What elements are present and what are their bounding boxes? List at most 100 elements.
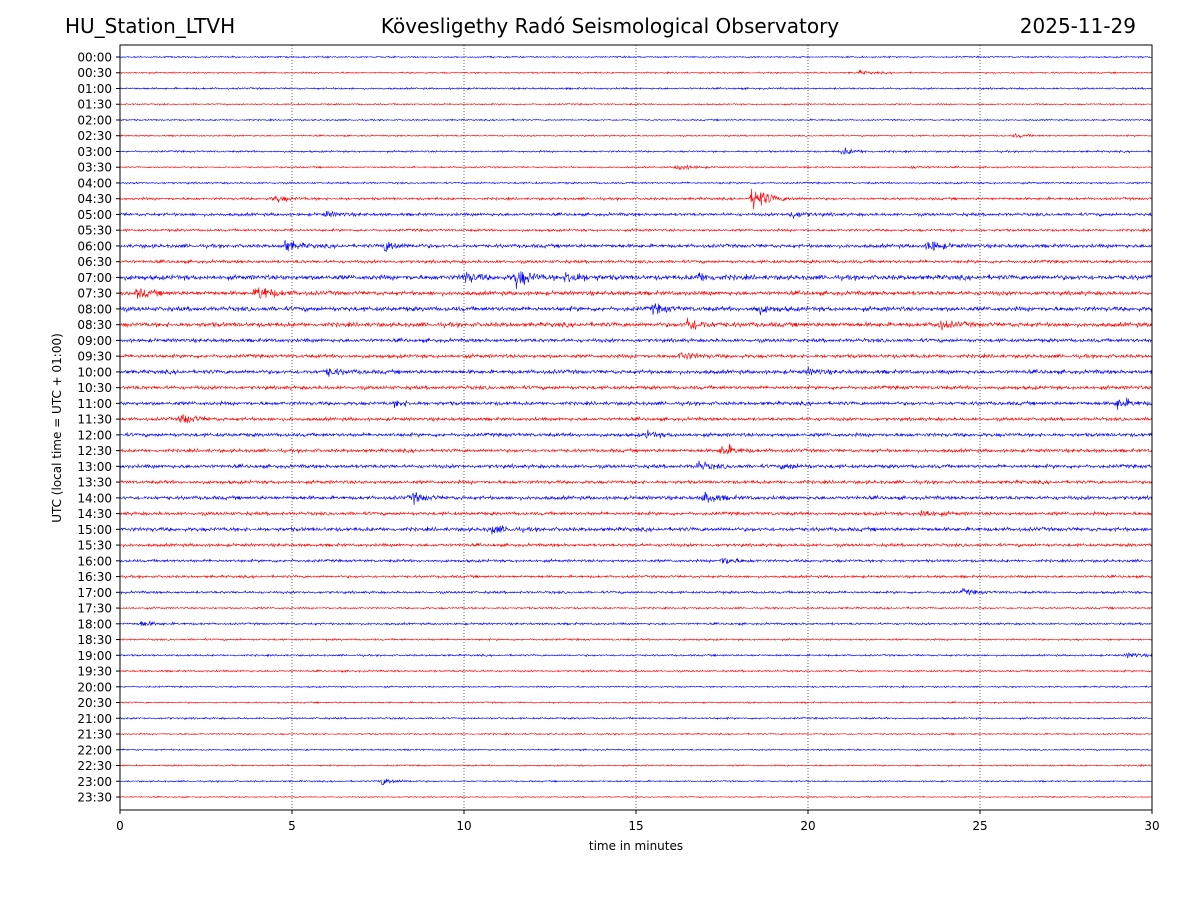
trace-1130 (119, 414, 1153, 424)
y-tick-label: 06:00 (77, 239, 112, 253)
trace-0530 (119, 227, 1153, 233)
trace-2100 (119, 716, 1153, 721)
y-tick-label: 16:00 (77, 554, 112, 568)
y-tick-label: 22:30 (77, 759, 112, 773)
trace-0430 (120, 188, 1153, 210)
x-tick-label: 25 (972, 819, 987, 833)
y-tick-label: 14:30 (77, 507, 112, 521)
trace-1000 (119, 366, 1153, 377)
trace-1500 (119, 525, 1153, 535)
y-tick-label: 08:30 (77, 318, 112, 332)
trace-1900 (119, 652, 1153, 659)
y-tick-label: 08:00 (77, 302, 112, 316)
y-tick-label: 06:30 (77, 255, 112, 269)
trace-1700 (119, 588, 1153, 596)
trace-0730 (120, 287, 1153, 299)
x-tick-label: 10 (456, 819, 471, 833)
y-tick-label: 11:00 (77, 397, 112, 411)
y-tick-label: 04:30 (77, 192, 112, 206)
y-tick-label: 23:00 (77, 775, 112, 789)
trace-1530 (120, 542, 1153, 548)
y-tick-label: 20:30 (77, 696, 112, 710)
trace-1600 (119, 557, 1153, 564)
trace-0330 (119, 164, 1153, 171)
trace-1630 (119, 573, 1153, 580)
y-tick-label: 18:00 (77, 617, 112, 631)
y-tick-label: 17:30 (77, 602, 112, 616)
trace-0500 (119, 210, 1153, 219)
y-tick-label: 19:30 (77, 665, 112, 679)
x-tick-label: 30 (1144, 819, 1159, 833)
y-tick-label: 07:00 (77, 271, 112, 285)
y-tick-label: 03:00 (77, 145, 112, 159)
trace-0830 (119, 317, 1153, 331)
x-axis-label: time in minutes (589, 839, 683, 853)
y-tick-label: 21:30 (77, 728, 112, 742)
trace-1930 (119, 669, 1153, 674)
trace-0300 (119, 147, 1153, 155)
y-tick-label: 07:30 (77, 287, 112, 301)
trace-1400 (119, 492, 1153, 506)
y-tick-label: 09:30 (77, 350, 112, 364)
y-tick-label: 10:00 (77, 365, 112, 379)
y-tick-label: 21:00 (77, 712, 112, 726)
y-tick-label: 18:30 (77, 633, 112, 647)
y-tick-label: 13:30 (77, 476, 112, 490)
y-tick-label: 05:30 (77, 224, 112, 238)
y-tick-label: 00:00 (77, 51, 112, 65)
y-tick-label: 13:00 (77, 460, 112, 474)
trace-0230 (119, 132, 1153, 139)
y-tick-label: 12:00 (77, 428, 112, 442)
trace-1230 (119, 443, 1153, 455)
trace-1200 (119, 429, 1153, 440)
y-tick-label: 02:30 (77, 129, 112, 143)
y-tick-label: 16:30 (77, 570, 112, 584)
trace-2330 (119, 795, 1153, 799)
y-tick-label: 00:30 (77, 66, 112, 80)
trace-0600 (119, 239, 1153, 253)
trace-1330 (119, 479, 1153, 486)
trace-0630 (119, 258, 1153, 265)
trace-2030 (119, 700, 1152, 705)
y-tick-label: 22:00 (77, 743, 112, 757)
trace-1730 (120, 606, 1153, 611)
y-tick-label: 23:30 (77, 791, 112, 805)
trace-0000 (119, 55, 1153, 59)
trace-1800 (119, 620, 1153, 627)
trace-0400 (119, 181, 1153, 185)
trace-1430 (119, 509, 1153, 517)
y-tick-label: 05:00 (77, 208, 112, 222)
trace-0200 (119, 117, 1153, 122)
trace-2230 (120, 763, 1153, 768)
y-tick-label: 11:30 (77, 413, 112, 427)
y-tick-label: 04:00 (77, 176, 112, 190)
observatory-title: Kövesligethy Radó Seismological Observat… (380, 14, 840, 38)
trace-1830 (119, 637, 1153, 642)
y-tick-label: 01:30 (77, 98, 112, 112)
trace-0800 (119, 303, 1153, 316)
x-tick-label: 5 (288, 819, 296, 833)
station-name: HU_Station_LTVH (65, 14, 236, 38)
y-tick-label: 19:00 (77, 649, 112, 663)
plot-date: 2025-11-29 (1019, 14, 1136, 38)
y-axis-label: UTC (local time = UTC + 01:00) (50, 333, 64, 523)
y-tick-label: 15:30 (77, 539, 112, 553)
trace-2200 (119, 748, 1153, 752)
trace-0100 (119, 86, 1153, 91)
y-tick-label: 20:00 (77, 680, 112, 694)
trace-0130 (119, 102, 1153, 106)
trace-2300 (120, 778, 1153, 786)
y-tick-label: 10:30 (77, 381, 112, 395)
y-tick-label: 03:30 (77, 161, 112, 175)
trace-1100 (119, 397, 1153, 410)
x-tick-label: 20 (800, 819, 815, 833)
trace-2130 (119, 731, 1153, 736)
y-tick-label: 15:00 (77, 523, 112, 537)
y-tick-label: 02:00 (77, 113, 112, 127)
trace-1030 (119, 384, 1153, 391)
y-tick-label: 14:00 (77, 491, 112, 505)
y-tick-label: 17:00 (77, 586, 112, 600)
x-tick-label: 15 (628, 819, 643, 833)
y-tick-label: 09:00 (77, 334, 112, 348)
trace-0030 (119, 69, 1153, 75)
